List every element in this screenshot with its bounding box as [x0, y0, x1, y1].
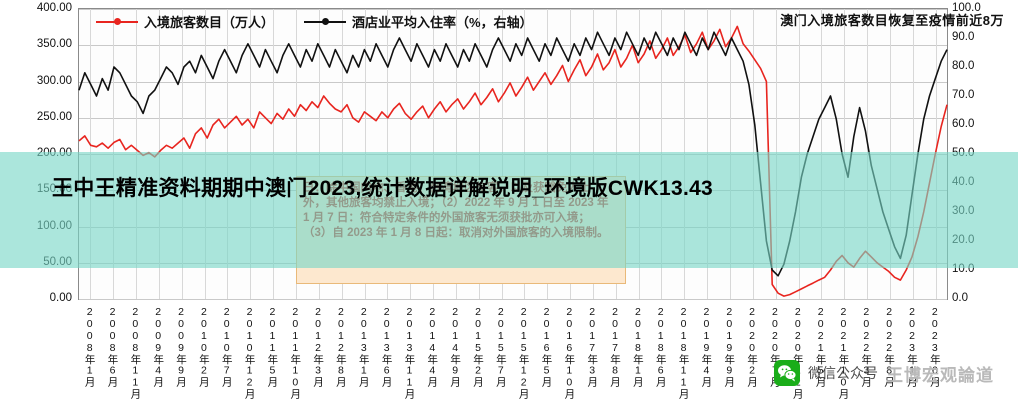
gridline-horizontal: [79, 117, 947, 119]
chart-legend: 入境旅客数目（万人） 酒店业平均入住率（%，右轴）: [96, 12, 533, 31]
x-axis-tick: 2020年2月: [746, 306, 759, 387]
x-axis-tick: 2018年11月: [677, 306, 690, 399]
x-axis-tick: 2015年2月: [471, 306, 484, 387]
x-axis-tick: 2016年5月: [540, 306, 553, 387]
x-axis-tick: 2016年10月: [563, 306, 576, 399]
y-axis-right-tick: 60.0: [952, 118, 975, 130]
y-axis-right-tick: 90.0: [952, 31, 975, 43]
x-axis-tick: 2013年6月: [380, 306, 393, 387]
x-axis-tick: 2021年5月: [814, 306, 827, 387]
annotation-top-right: 澳门入境旅客数目恢复至疫情前近8万: [780, 13, 1004, 28]
gridline-horizontal: [79, 45, 947, 47]
y-axis-right-tick: 70.0: [952, 89, 975, 101]
legend-item-visitors: 入境旅客数目（万人）: [96, 12, 274, 31]
x-axis-tick: 2009年9月: [175, 306, 188, 387]
overlay-banner: [0, 152, 1018, 268]
gridline-horizontal: [79, 299, 947, 300]
wechat-icon: [774, 360, 800, 386]
x-axis-tick: 2022年3月: [860, 306, 873, 387]
x-axis-tick: 2011年5月: [266, 306, 279, 387]
x-axis-tick: 2012年8月: [334, 306, 347, 387]
legend-swatch-occupancy: [304, 17, 347, 27]
legend-item-occupancy: 酒店业平均入住率（%，右轴）: [304, 12, 533, 31]
x-axis-tick: 2019年4月: [700, 306, 713, 387]
legend-label-occupancy: 酒店业平均入住率（%，右轴）: [352, 15, 533, 30]
gridline-horizontal: [79, 81, 947, 83]
y-axis-right-tick: 0.0: [952, 292, 968, 304]
x-axis-tick: 2008年11月: [129, 306, 142, 399]
watermark-name: 王博宏观論道: [886, 365, 994, 385]
x-axis-tick: 2008年1月: [83, 306, 96, 387]
x-axis-tick: 2010年2月: [197, 306, 210, 387]
gridline-horizontal: [79, 9, 947, 10]
x-axis-tick: 2008年6月: [106, 306, 119, 387]
x-axis-tick: 2022年8月: [883, 306, 896, 387]
x-axis-tick: 2013年1月: [357, 306, 370, 387]
x-axis-tick: 2023年6月: [928, 306, 941, 387]
legend-label-visitors: 入境旅客数目（万人）: [144, 15, 275, 30]
x-axis-tick: 2018年6月: [654, 306, 667, 387]
x-axis-tick: 2017年8月: [609, 306, 622, 387]
x-axis-tick: 2015年7月: [494, 306, 507, 387]
x-axis-tick: 2010年7月: [220, 306, 233, 387]
x-axis-tick: 2014年9月: [449, 306, 462, 387]
overlay-headline: 王中王精准资料期期中澳门2023,统计数据详解说明_环境版CWK13.43: [52, 177, 714, 200]
x-axis-tick: 2023年1月: [905, 306, 918, 387]
x-axis-tick: 2011年10月: [289, 306, 302, 399]
y-axis-left-tick: 300.00: [36, 74, 72, 87]
series-line-visitors: [79, 26, 947, 296]
y-axis-left-tick: 400.00: [36, 2, 72, 14]
watermark-label: 微信公众号: [808, 365, 878, 381]
watermark: 微信公众号 王博宏观論道: [774, 360, 994, 386]
legend-swatch-visitors: [96, 17, 138, 27]
x-axis-tick: 2009年4月: [152, 306, 165, 387]
x-axis-tick: 2010年12月: [243, 306, 256, 399]
x-axis-tick: 2013年11月: [403, 306, 416, 399]
y-axis-right-tick: 80.0: [952, 60, 975, 72]
x-axis-tick: 2019年9月: [723, 306, 736, 387]
y-axis-left-tick: 350.00: [36, 38, 72, 51]
y-axis-right-tick: 100.0: [952, 2, 981, 14]
x-axis-tick: 2018年1月: [631, 306, 644, 387]
x-axis-tick: 2012年3月: [312, 306, 325, 387]
x-axis-tick: 2015年12月: [517, 306, 530, 399]
x-axis-tick: 2017年3月: [586, 306, 599, 387]
y-axis-left-tick: 250.00: [36, 110, 72, 123]
x-axis-tick: 2014年4月: [426, 306, 439, 387]
x-axis-tick: 2021年10月: [837, 306, 850, 399]
y-axis-left-tick: 0.00: [49, 292, 72, 304]
